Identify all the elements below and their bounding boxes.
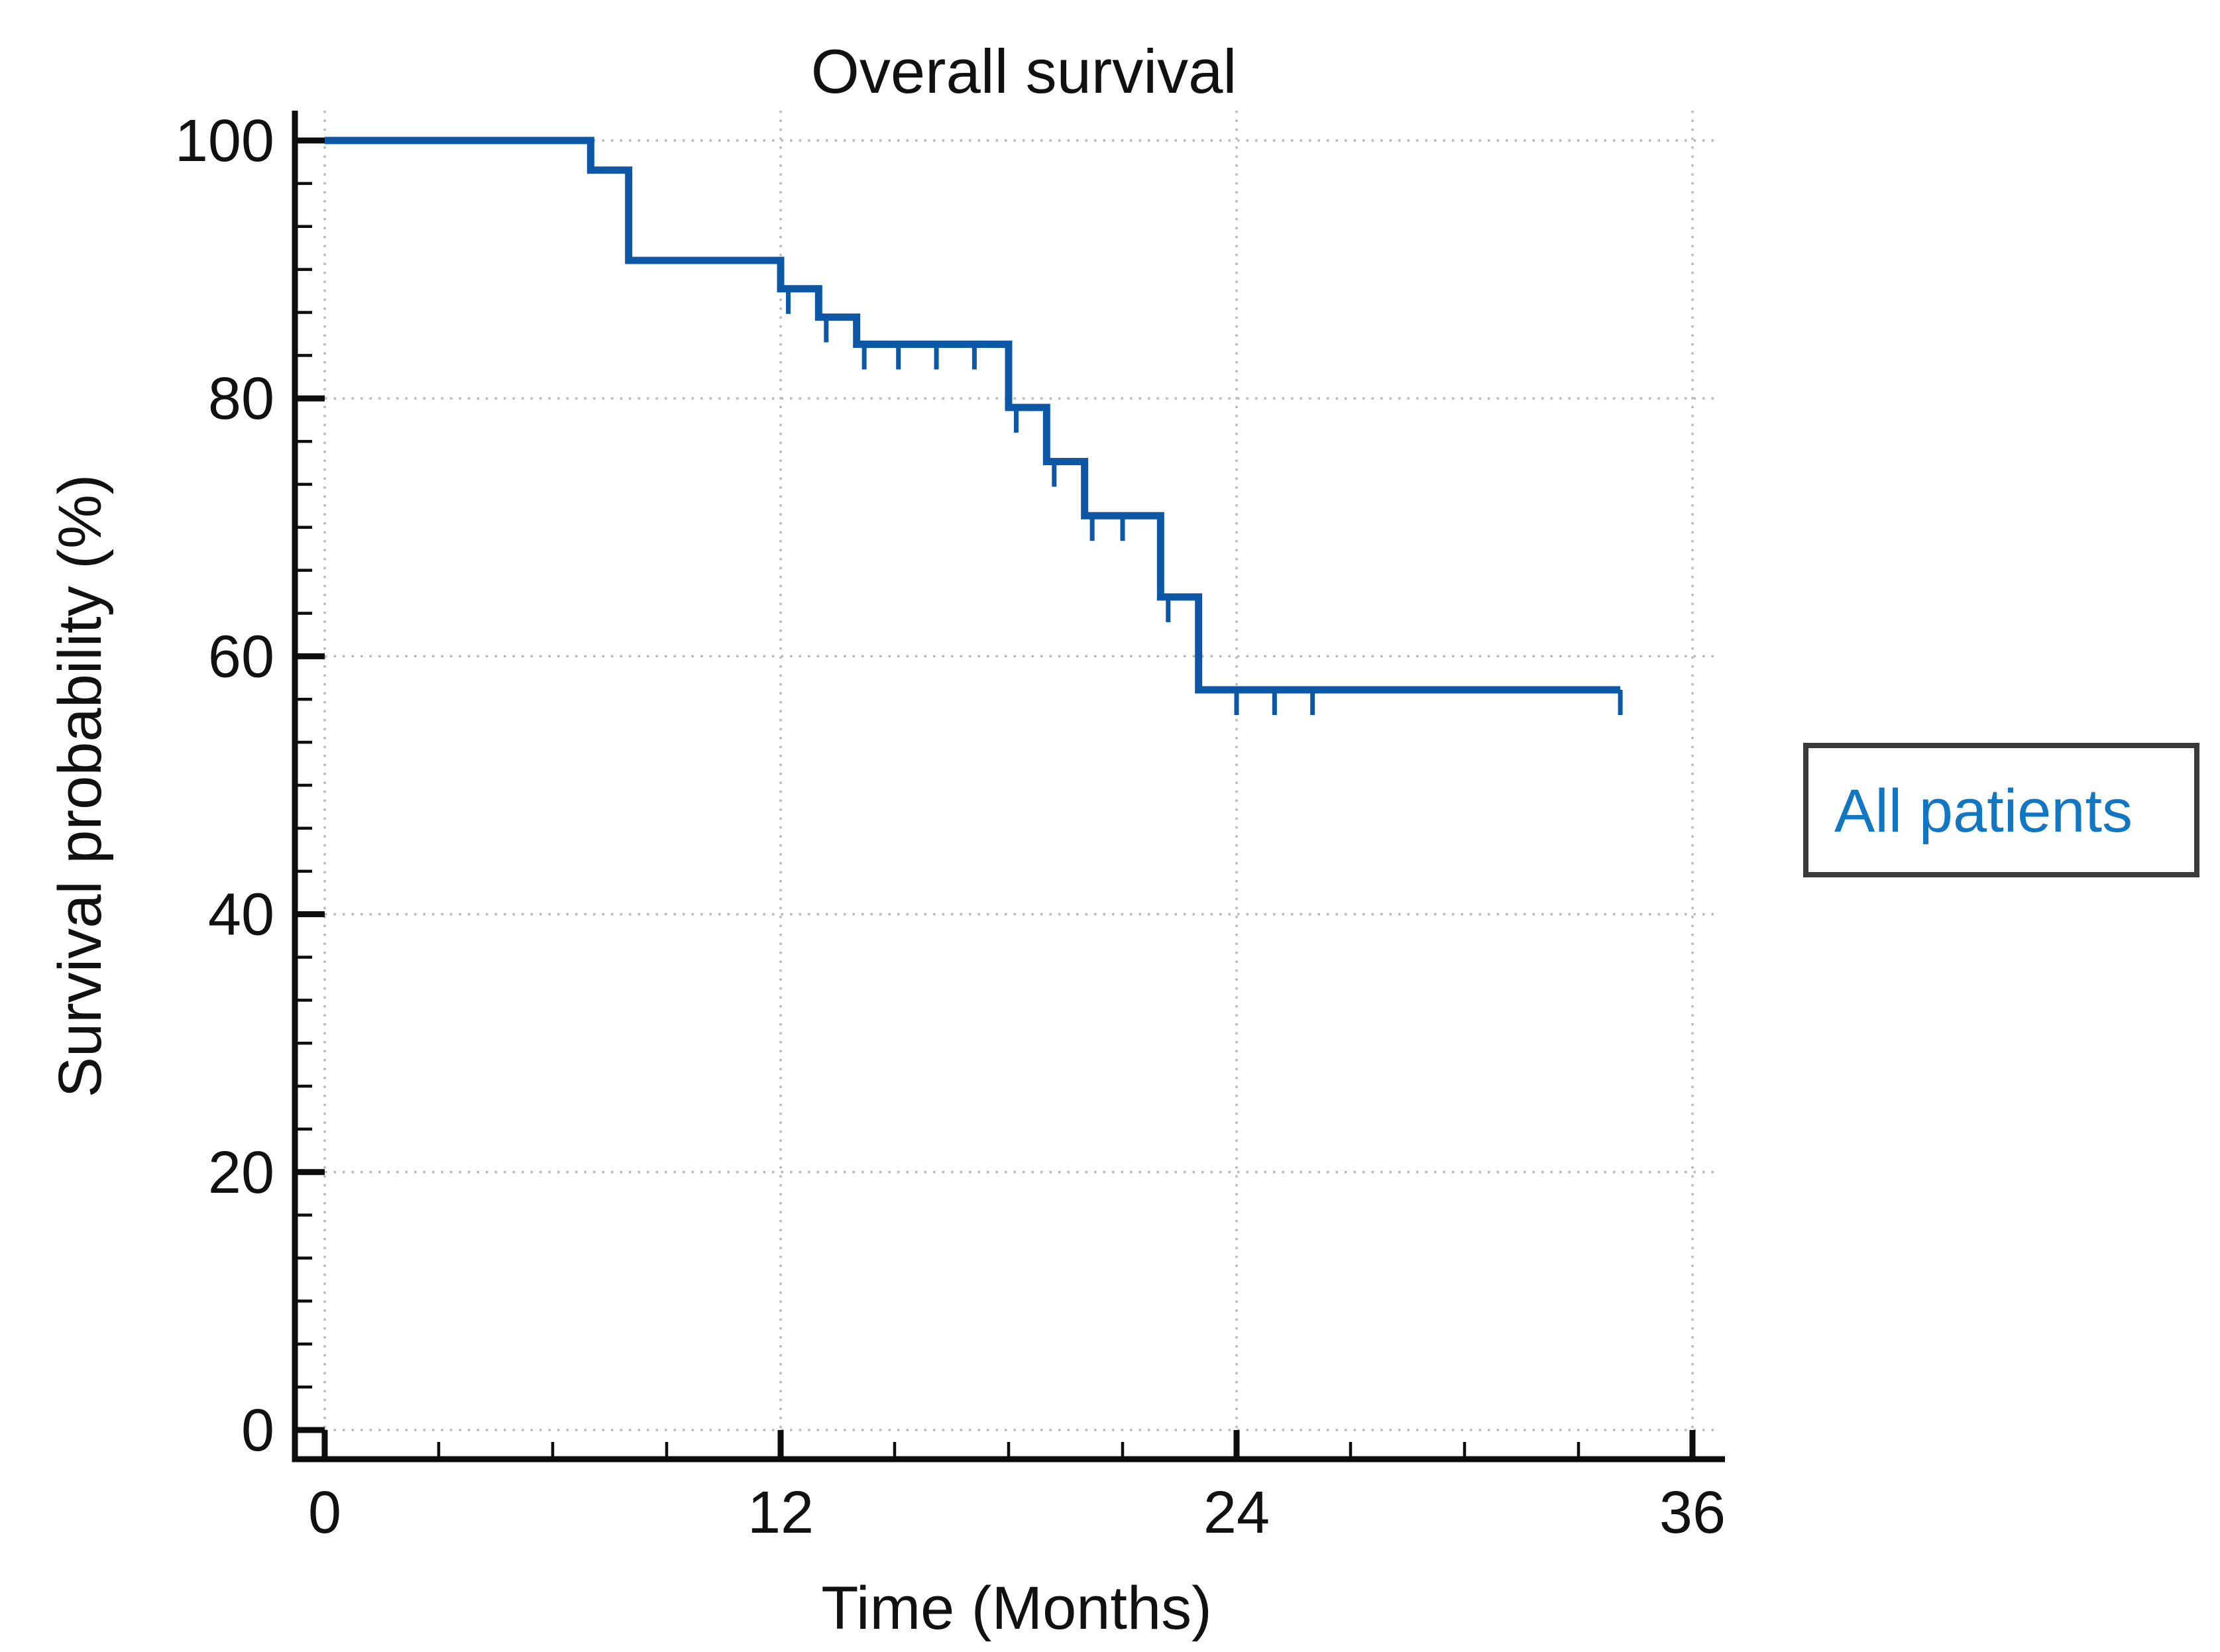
censor-tick-marks: [785, 288, 1623, 715]
y-tick-label: 100: [175, 108, 274, 174]
axis-ticks: [298, 137, 1696, 1457]
legend-box: [1803, 743, 2199, 877]
y-axis-title: Survival probability (%): [46, 474, 114, 1098]
legend-label-all-patients: All patients: [1834, 777, 2133, 845]
y-tick-label: 80: [208, 366, 274, 432]
x-tick-label: 0: [308, 1480, 341, 1546]
x-tick-label: 12: [748, 1480, 814, 1546]
x-axis-title: Time (Months): [821, 1574, 1212, 1642]
km-curve-all-patients: [325, 137, 1621, 694]
survival-step-curve: [325, 137, 1621, 694]
y-tick-label: 20: [208, 1140, 274, 1206]
y-tick-label: 40: [208, 882, 274, 948]
gridlines: [323, 111, 1720, 1456]
y-tick-label: 60: [208, 624, 274, 690]
axes: [292, 111, 1725, 1462]
y-tick-label: 0: [241, 1398, 274, 1464]
axis-tick-labels: 0 20 40 60 80 100 0 12 24 36: [175, 108, 1726, 1546]
legend: All patients: [1803, 743, 2199, 877]
x-tick-label: 24: [1203, 1480, 1270, 1546]
chart-title: Overall survival: [811, 36, 1237, 106]
x-tick-label: 36: [1659, 1480, 1726, 1546]
